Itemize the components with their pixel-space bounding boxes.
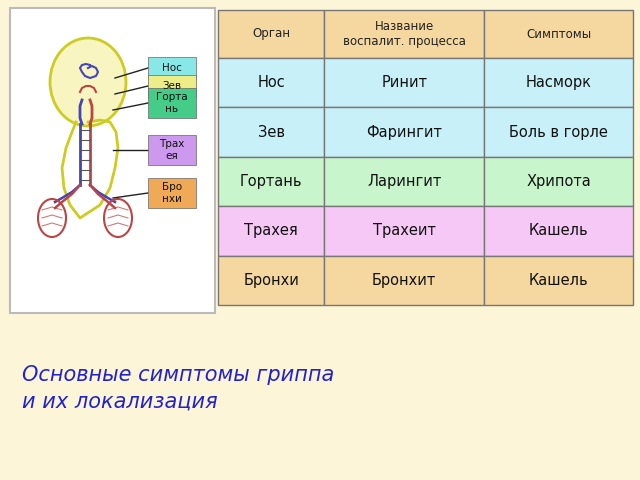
Bar — [324, 58, 484, 108]
Ellipse shape — [50, 38, 126, 126]
Bar — [148, 88, 196, 118]
Text: Ринит: Ринит — [381, 75, 428, 90]
Text: Ларингит: Ларингит — [367, 174, 442, 189]
Text: Зев: Зев — [258, 125, 285, 140]
Text: Название
воспалит. процесса: Название воспалит. процесса — [343, 20, 466, 48]
Text: Кашель: Кашель — [529, 223, 588, 239]
Text: Гортань: Гортань — [240, 174, 303, 189]
Bar — [148, 135, 196, 165]
Bar — [148, 75, 196, 97]
Bar — [484, 157, 633, 206]
Bar — [484, 206, 633, 255]
Text: Фарингит: Фарингит — [366, 125, 442, 140]
Text: Кашель: Кашель — [529, 273, 588, 288]
Bar — [218, 206, 324, 255]
Text: Орган: Орган — [252, 27, 290, 40]
Text: Зев: Зев — [163, 81, 182, 91]
Bar — [484, 58, 633, 108]
Text: Симптомы: Симптомы — [526, 27, 591, 40]
Bar — [218, 255, 324, 305]
Bar — [324, 157, 484, 206]
Text: Нос: Нос — [257, 75, 285, 90]
Text: Бронхит: Бронхит — [372, 273, 436, 288]
Bar — [10, 8, 215, 313]
Bar — [484, 108, 633, 157]
Bar — [148, 57, 196, 79]
Text: Трах
ея: Трах ея — [159, 139, 185, 161]
Bar — [324, 10, 484, 58]
Text: Боль в горле: Боль в горле — [509, 125, 608, 140]
Bar — [324, 206, 484, 255]
Text: Бронхи: Бронхи — [243, 273, 299, 288]
Bar — [218, 108, 324, 157]
Text: Нос: Нос — [162, 63, 182, 73]
Text: Трахеит: Трахеит — [372, 223, 436, 239]
Text: Бро
нхи: Бро нхи — [162, 182, 182, 204]
Bar — [324, 108, 484, 157]
Text: Горта
нь: Горта нь — [156, 92, 188, 114]
Bar — [218, 157, 324, 206]
Bar — [148, 178, 196, 208]
Bar — [218, 58, 324, 108]
Text: Основные симптомы гриппа: Основные симптомы гриппа — [22, 365, 334, 385]
Bar — [324, 255, 484, 305]
Text: и их локализация: и их локализация — [22, 392, 218, 412]
Bar — [484, 10, 633, 58]
Text: Трахея: Трахея — [244, 223, 298, 239]
Text: Насморк: Насморк — [525, 75, 591, 90]
Text: Хрипота: Хрипота — [526, 174, 591, 189]
Bar — [484, 255, 633, 305]
Bar — [218, 10, 324, 58]
